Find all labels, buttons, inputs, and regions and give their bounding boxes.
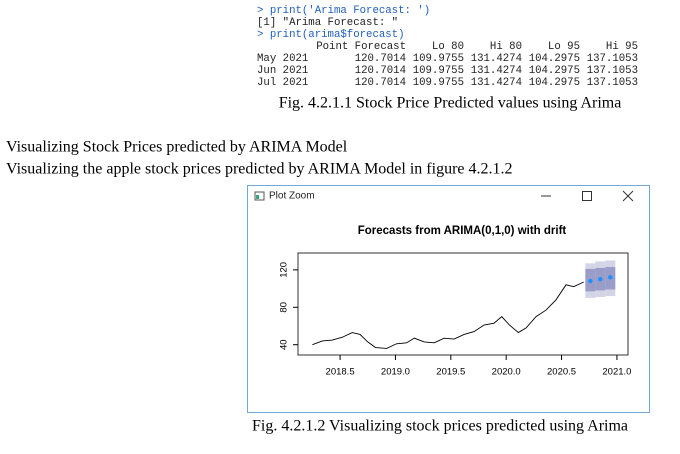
window-icon xyxy=(256,195,259,199)
console-cell: 131.4274 xyxy=(471,53,522,65)
caption: Fig. 4.2.1.1 Stock Price Predicted value… xyxy=(279,95,622,112)
console-cell: 109.9755 xyxy=(413,53,464,65)
y-tick-label: 120 xyxy=(279,262,290,278)
x-tick-label: 2018.5 xyxy=(326,367,355,378)
console-cell: 120.7014 xyxy=(355,77,406,89)
forecast-point xyxy=(608,275,613,280)
console-cell: 104.2975 xyxy=(529,65,580,77)
console-cell: 104.2975 xyxy=(529,53,580,65)
console-cell: 120.7014 xyxy=(355,53,406,65)
console-line: > print(arima$forecast) xyxy=(257,29,405,41)
console-header: Point Forecast xyxy=(316,41,406,53)
paragraph: Visualizing Stock Prices predicted by AR… xyxy=(6,139,348,156)
window-icon xyxy=(254,191,265,201)
console-line: [1] "Arima Forecast: " xyxy=(257,17,398,29)
series-line xyxy=(312,281,584,349)
console-cell: May 2021 xyxy=(257,53,308,65)
console-header: Lo 95 xyxy=(548,41,580,53)
chart: 40 80 120 2018.5 2019.0 2019.5 2020.0 2020.5 202… xyxy=(279,252,631,378)
console-cell: 137.1053 xyxy=(587,53,638,65)
console-header: Lo 80 xyxy=(432,41,464,53)
console-cell: 109.9755 xyxy=(413,77,464,89)
forecast-point xyxy=(588,278,593,284)
console-cell: 104.2975 xyxy=(529,77,580,89)
paragraph: Visualizing the apple stock prices predi… xyxy=(6,161,513,178)
plot-frame xyxy=(297,252,629,356)
x-tick-label: 2020.5 xyxy=(547,367,576,378)
chart-title: Forecasts from ARIMA(0,1,0) with drift xyxy=(358,225,567,237)
x-tick-label: 2019.5 xyxy=(436,367,465,378)
console-cell: 109.9755 xyxy=(413,65,464,77)
close-button[interactable] xyxy=(622,190,634,202)
maximize-button[interactable] xyxy=(582,191,592,201)
console-line: > print('Arima Forecast: ') xyxy=(257,5,430,17)
x-tick-label: 2021.0 xyxy=(602,367,631,378)
plot-window xyxy=(247,185,650,413)
console-cell: 137.1053 xyxy=(587,77,638,89)
x-tick-label: 2020.0 xyxy=(492,367,521,378)
console-cell: 131.4274 xyxy=(471,77,522,89)
console-cell: 131.4274 xyxy=(471,65,522,77)
y-tick-label: 80 xyxy=(279,302,290,313)
console-header: Hi 80 xyxy=(490,41,522,53)
forecast-point xyxy=(598,277,603,282)
console-cell: 137.1053 xyxy=(587,65,638,77)
x-tick-label: 2019.0 xyxy=(381,367,410,378)
console-cell: 120.7014 xyxy=(355,65,406,77)
window-title: Plot Zoom xyxy=(269,191,315,202)
caption: Fig. 4.2.1.2 Visualizing stock prices pr… xyxy=(252,418,628,435)
console-cell: Jun 2021 xyxy=(257,65,308,77)
console: > print('Arima Forecast: ')[1] "Arima Fo… xyxy=(257,5,638,89)
console-cell: Jul 2021 xyxy=(257,77,308,89)
y-tick-label: 40 xyxy=(279,339,290,350)
console-header: Hi 95 xyxy=(606,41,638,53)
